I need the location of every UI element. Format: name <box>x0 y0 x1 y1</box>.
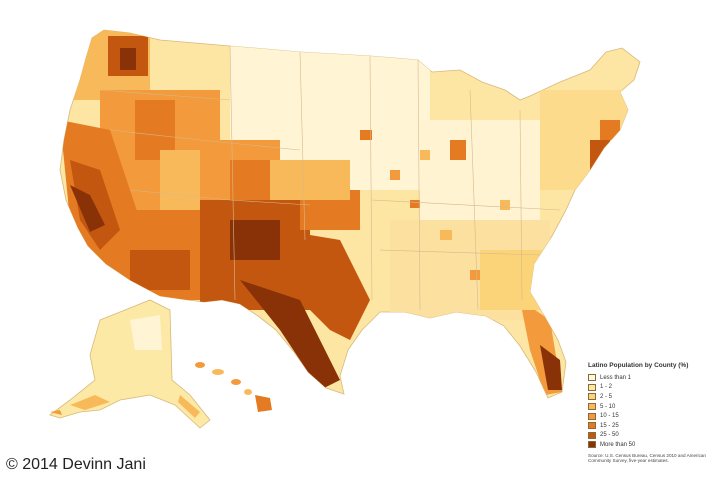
legend-label: 15 - 25 <box>600 422 619 429</box>
legend-item: 15 - 25 <box>588 421 720 431</box>
legend-swatch <box>588 403 596 411</box>
legend-label: Less than 1 <box>600 374 632 381</box>
state-borders <box>99 45 561 311</box>
legend-label: 1 - 2 <box>600 384 613 391</box>
map-legend: Latino Population by County (%) Less tha… <box>588 362 720 464</box>
legend-label: 25 - 50 <box>600 432 619 439</box>
legend-label: More than 50 <box>600 441 636 448</box>
legend-item: Less than 1 <box>588 373 720 383</box>
copyright-text: © 2014 Devinn Jani <box>6 456 146 473</box>
legend-swatch <box>588 383 596 391</box>
legend-label: 5 - 10 <box>600 403 616 410</box>
alaska <box>49 299 211 429</box>
hawaii <box>195 362 272 412</box>
legend-swatch <box>588 412 596 420</box>
legend-swatch <box>588 422 596 430</box>
legend-item: 2 - 5 <box>588 392 720 402</box>
legend-item: More than 50 <box>588 440 720 450</box>
legend-label: 2 - 5 <box>600 393 613 400</box>
legend-item: 5 - 10 <box>588 402 720 412</box>
legend-title: Latino Population by County (%) <box>588 362 689 369</box>
legend-swatch <box>588 393 596 401</box>
legend-item: 25 - 50 <box>588 431 720 441</box>
legend-label: 10 - 15 <box>600 413 619 420</box>
legend-item: 10 - 15 <box>588 411 720 421</box>
legend-source: Source: U.S. Census Bureau, Census 2010 … <box>588 452 706 464</box>
legend-items: Less than 1 1 - 2 2 - 5 5 - 10 10 - 15 15 - 2… <box>588 373 720 450</box>
legend-swatch <box>588 441 596 449</box>
legend-swatch <box>588 431 596 439</box>
legend-swatch <box>588 374 596 382</box>
legend-item: 1 - 2 <box>588 383 720 393</box>
